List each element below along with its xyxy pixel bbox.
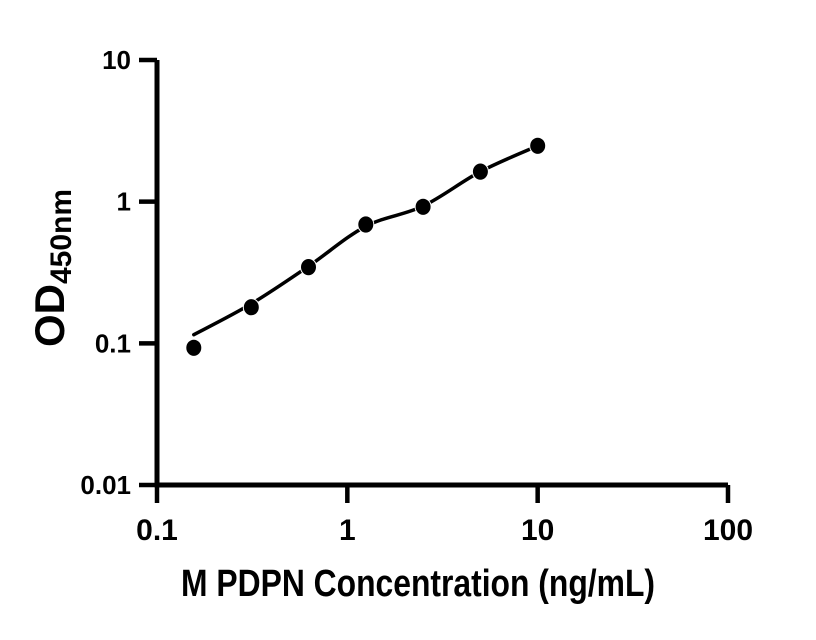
y-tick-label: 10 xyxy=(102,45,131,75)
y-tick-label: 0.1 xyxy=(95,328,131,358)
data-point xyxy=(185,338,203,357)
x-tick-label: 10 xyxy=(521,514,554,547)
x-axis-tick-labels: 0.1 1 10 100 xyxy=(136,514,753,547)
axis-spines xyxy=(154,60,728,488)
y-tick-label: 0.01 xyxy=(80,470,131,500)
data-point xyxy=(471,162,489,181)
x-tick-label: 0.1 xyxy=(136,514,178,547)
data-point xyxy=(414,197,432,216)
x-tick-label: 1 xyxy=(339,514,356,547)
y-axis-title: OD450nm xyxy=(26,189,78,347)
y-axis-title-main: OD xyxy=(26,284,73,347)
y-tick-label: 1 xyxy=(117,187,131,217)
data-point xyxy=(242,298,260,317)
data-points xyxy=(185,136,547,357)
x-axis-ticks xyxy=(154,485,731,504)
y-axis-ticks xyxy=(139,57,157,488)
x-axis-title: M PDPN Concentration (ng/mL) xyxy=(181,563,655,605)
y-axis-title-subscript: 450nm xyxy=(45,189,78,284)
x-tick-label: 100 xyxy=(703,514,753,547)
data-point xyxy=(300,258,317,277)
data-point xyxy=(357,215,375,234)
y-axis-tick-labels: 10 1 0.1 0.01 xyxy=(80,45,131,500)
data-point xyxy=(529,136,547,155)
